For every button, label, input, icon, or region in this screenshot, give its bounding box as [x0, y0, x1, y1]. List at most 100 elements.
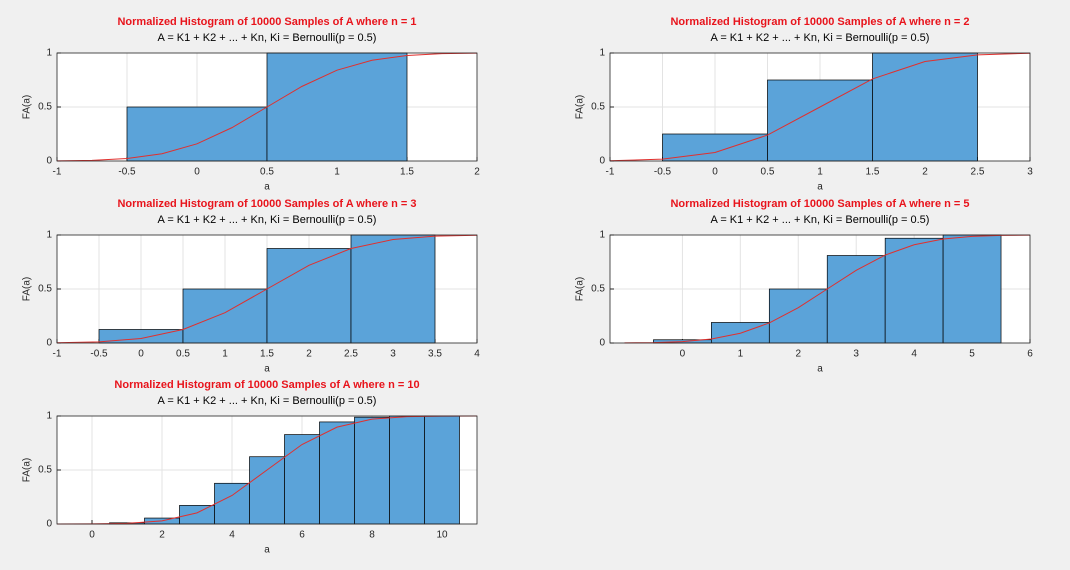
x-tick-label: 3: [390, 349, 396, 360]
x-tick-label: 1.5: [400, 167, 414, 178]
y-tick-label: 0.5: [591, 102, 605, 113]
y-tick-label: 0: [46, 338, 52, 349]
x-tick-label: -0.5: [654, 167, 672, 178]
fit-curve: [56, 234, 478, 344]
x-tick-label: 4: [474, 349, 480, 360]
chart-subtitle: A = K1 + K2 + ... + Kn, Ki = Bernoulli(p…: [158, 32, 377, 44]
x-tick-label: -0.5: [118, 167, 136, 178]
y-tick-label: 0: [46, 519, 52, 530]
chart-title: Normalized Histogram of 10000 Samples of…: [117, 16, 416, 28]
y-axis-label: FA(a): [575, 277, 586, 301]
bar: [319, 421, 355, 525]
chart-subtitle: A = K1 + K2 + ... + Kn, Ki = Bernoulli(p…: [711, 214, 930, 226]
y-tick-label: 1: [599, 230, 605, 241]
y-tick-label: 0: [599, 156, 605, 167]
x-tick-label: 0: [194, 167, 200, 178]
x-tick-label: 0: [680, 349, 686, 360]
x-tick-label: 0: [138, 349, 144, 360]
x-tick-label: 0: [712, 167, 718, 178]
chart-title: Normalized Histogram of 10000 Samples of…: [114, 379, 419, 391]
x-tick-label: -1: [53, 349, 62, 360]
bar: [872, 52, 978, 162]
x-tick-label: 1.5: [866, 167, 880, 178]
x-tick-label: 8: [369, 530, 375, 541]
bar: [249, 456, 285, 525]
bar: [389, 415, 425, 525]
chart-title: Normalized Histogram of 10000 Samples of…: [670, 198, 969, 210]
x-axis-label: a: [264, 182, 270, 193]
x-axis-label: a: [264, 545, 270, 556]
y-axis-label: FA(a): [22, 458, 33, 482]
x-tick-label: 3.5: [428, 349, 442, 360]
bar: [767, 79, 873, 162]
x-tick-label: 10: [436, 530, 448, 541]
bar: [826, 255, 886, 344]
x-tick-label: 0.5: [761, 167, 775, 178]
x-tick-label: 0.5: [260, 167, 274, 178]
bar: [266, 52, 408, 162]
y-tick-label: 0: [599, 338, 605, 349]
x-tick-label: 3: [853, 349, 859, 360]
x-tick-label: 2: [922, 167, 928, 178]
bar: [350, 234, 436, 344]
x-tick-label: 1: [817, 167, 823, 178]
x-tick-label: 2: [159, 530, 165, 541]
bar: [182, 288, 268, 344]
axes-box: [56, 415, 478, 525]
chart-title: Normalized Histogram of 10000 Samples of…: [117, 198, 416, 210]
bar: [768, 288, 828, 344]
axes-box: [56, 52, 478, 162]
x-tick-label: 2: [306, 349, 312, 360]
chart-subtitle: A = K1 + K2 + ... + Kn, Ki = Bernoulli(p…: [158, 214, 377, 226]
y-tick-label: 1: [46, 48, 52, 59]
bar: [126, 106, 268, 162]
x-tick-label: 4: [911, 349, 917, 360]
y-axis-label: FA(a): [575, 95, 586, 119]
fit-curve: [624, 234, 1031, 344]
y-tick-label: 1: [46, 411, 52, 422]
y-tick-label: 0.5: [38, 465, 52, 476]
axes-box: [609, 52, 1031, 162]
fit-curve: [56, 52, 478, 162]
x-tick-label: 6: [299, 530, 305, 541]
x-tick-label: 2: [795, 349, 801, 360]
axes-box: [609, 234, 1031, 344]
x-tick-label: 2.5: [344, 349, 358, 360]
bar: [214, 482, 250, 525]
y-tick-label: 0.5: [38, 102, 52, 113]
fit-curve: [56, 415, 478, 525]
y-axis-label: FA(a): [22, 95, 33, 119]
bar: [354, 416, 390, 525]
x-tick-label: 3: [1027, 167, 1033, 178]
x-tick-label: 1.5: [260, 349, 274, 360]
y-tick-label: 1: [599, 48, 605, 59]
x-tick-label: 4: [229, 530, 235, 541]
x-tick-label: 1: [738, 349, 744, 360]
x-axis-label: a: [817, 364, 823, 375]
x-tick-label: 6: [1027, 349, 1033, 360]
y-tick-label: 0: [46, 156, 52, 167]
x-tick-label: 5: [969, 349, 975, 360]
fit-curve: [609, 52, 1031, 162]
x-tick-label: 0: [89, 530, 95, 541]
x-tick-label: 0.5: [176, 349, 190, 360]
y-axis-label: FA(a): [22, 277, 33, 301]
bar: [884, 237, 944, 344]
x-tick-label: -1: [53, 167, 62, 178]
chart-title: Normalized Histogram of 10000 Samples of…: [670, 16, 969, 28]
x-tick-label: 1: [222, 349, 228, 360]
bar: [424, 415, 460, 525]
x-tick-label: 2: [474, 167, 480, 178]
x-tick-label: -0.5: [90, 349, 108, 360]
x-tick-label: 1: [334, 167, 340, 178]
axes-box: [56, 234, 478, 344]
bar: [284, 434, 320, 525]
x-tick-label: 2.5: [971, 167, 985, 178]
x-tick-label: -1: [606, 167, 615, 178]
bar: [942, 234, 1002, 344]
chart-subtitle: A = K1 + K2 + ... + Kn, Ki = Bernoulli(p…: [711, 32, 930, 44]
bar: [266, 248, 352, 344]
x-axis-label: a: [264, 364, 270, 375]
